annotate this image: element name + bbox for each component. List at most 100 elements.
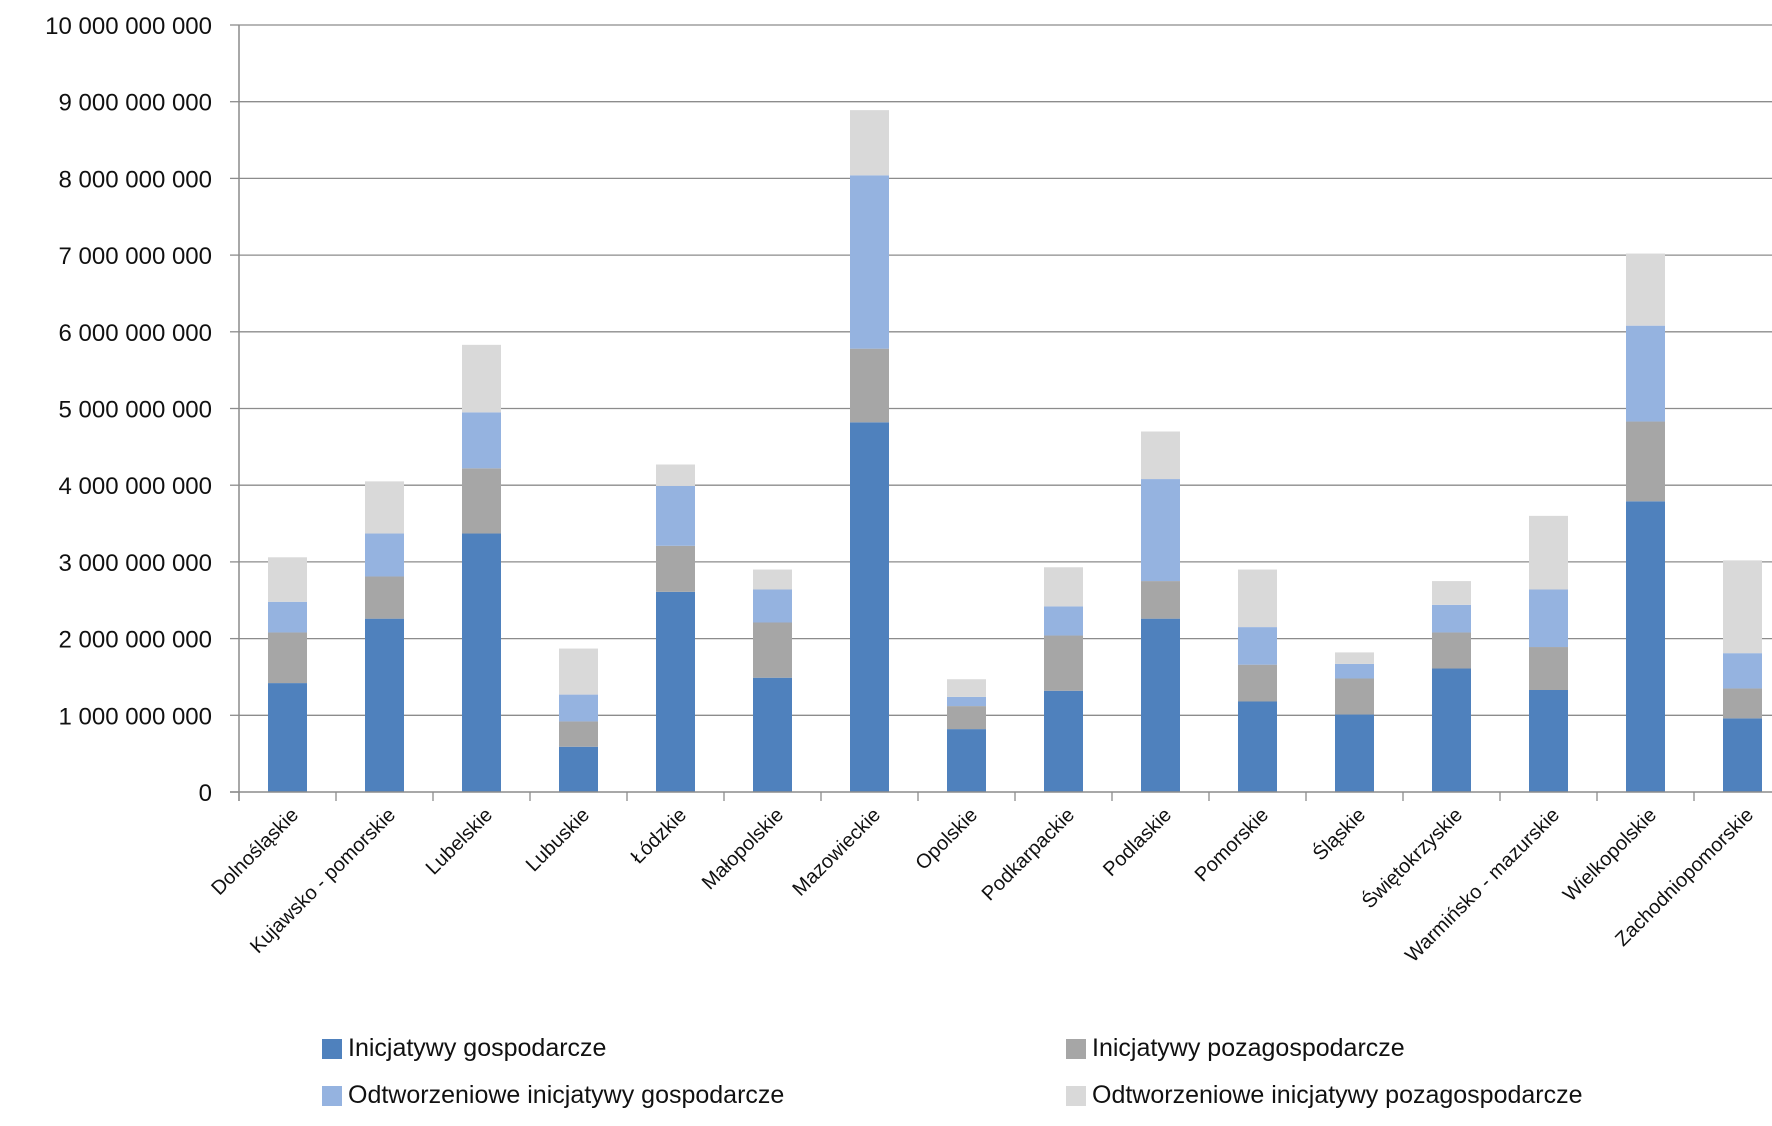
bar-segment [268,683,307,792]
bar-segment [1529,515,1568,590]
bar-segment [1626,421,1665,502]
y-tick-label: 4 000 000 000 [59,473,212,500]
y-tick-label: 3 000 000 000 [59,550,212,577]
y-tick-label: 0 [199,780,212,807]
bar-segment [656,464,695,486]
bar-segment [1044,690,1083,792]
y-axis-tick-labels: 0 1 000 000 000 2 000 000 000 3 000 000 000… [45,13,212,807]
bar-segment [1238,664,1277,702]
legend-item: Odtworzeniowe inicjatywy gospodarcze [322,1081,784,1110]
legend-label: Inicjatywy gospodarcze [348,1034,607,1062]
bar-segment [1432,581,1471,605]
bar-segment [753,589,792,623]
bar-segment [365,618,404,792]
bar-segment [1238,701,1277,792]
bar-segment [1723,688,1762,719]
bar-segment [1335,652,1374,664]
bar-segment [656,545,695,592]
bar-segment [1723,560,1762,654]
bar-segment [947,729,986,792]
bar-segment [559,721,598,747]
y-tick-label: 1 000 000 000 [59,703,212,730]
bar-segment [462,344,501,413]
y-tick-label: 10 000 000 000 [45,13,212,40]
bar-segment [1529,647,1568,690]
bar-segment [850,110,889,176]
bar-segment [753,622,792,678]
bar-segment [1238,569,1277,628]
x-tick-label: Podlaskie [1099,804,1176,881]
x-tick-label: Opolskie [911,804,982,875]
bar-segment [1044,606,1083,636]
bar-segment [1141,479,1180,582]
legend-label: Odtworzeniowe inicjatywy gospodarcze [348,1081,785,1109]
y-tick-label: 8 000 000 000 [59,166,212,193]
bar-segment [268,601,307,633]
bar-segment [1044,635,1083,691]
bar-segment [1626,501,1665,792]
legend-item: Inicjatywy pozagospodarcze [1066,1034,1405,1063]
bar-segment [365,533,404,577]
legend-label: Inicjatywy pozagospodarcze [1092,1034,1405,1062]
y-tick-label: 9 000 000 000 [59,90,212,117]
x-tick-label: Śląskie [1307,803,1370,866]
x-tick-label: Lubelskie [422,804,497,879]
bar-segment [850,348,889,423]
bar-segment [462,412,501,469]
bar-segment [1335,714,1374,792]
bar-segment [1141,581,1180,619]
x-tick-label: Wielkopolskie [1559,804,1661,906]
legend-label: Odtworzeniowe inicjatywy pozagospodarcze [1092,1081,1583,1109]
bar-segment [753,569,792,590]
bar-segment [1432,668,1471,792]
x-tick-label: Małopolskie [698,804,788,894]
bar-segment [1335,678,1374,715]
bar-segment [462,533,501,792]
bar-segment [947,696,986,707]
axes [230,24,1772,801]
bar-segment [850,175,889,349]
x-tick-label: Świętokrzyskie [1357,803,1467,913]
bar-segment [850,422,889,792]
legend-swatch [322,1085,342,1106]
bar-segment [1432,632,1471,669]
y-tick-label: 6 000 000 000 [59,320,212,347]
x-tick-label: Łódzkie [627,804,691,868]
x-tick-label: Lubuskie [522,804,594,876]
legend-swatch [1066,1085,1086,1106]
bar-segment [268,632,307,684]
bar-segment [1141,618,1180,792]
bar-segment [753,677,792,792]
x-tick-label: Pomorskie [1191,804,1273,886]
bar-segment [947,679,986,697]
bar-segment [559,694,598,722]
bar-segment [1044,567,1083,607]
bar-segment [1529,589,1568,648]
bar-segment [1626,325,1665,422]
bar-segment [365,576,404,619]
bar-segment [1529,689,1568,792]
legend-swatch [1066,1038,1086,1059]
bar-segment [1723,653,1762,689]
bar-segment [656,591,695,792]
bar-segment [1723,718,1762,792]
bar-segment [1432,604,1471,633]
bar-segment [365,481,404,534]
y-tick-label: 5 000 000 000 [59,397,212,424]
bars [268,110,1762,792]
x-tick-label: Mazowieckie [789,804,886,901]
bar-segment [1626,253,1665,326]
legend-swatch [322,1038,342,1059]
x-tick-label: Dolnośląskie [207,804,303,900]
y-tick-label: 7 000 000 000 [59,243,212,270]
bar-segment [1238,627,1277,665]
bar-segment [1335,663,1374,679]
bar-segment [559,648,598,695]
bar-segment [462,468,501,534]
bar-segment [559,746,598,792]
bar-segment [947,706,986,730]
x-tick-label: Podkarpackie [978,804,1079,905]
legend-item: Inicjatywy gospodarcze [322,1034,606,1063]
y-tick-label: 2 000 000 000 [59,627,212,654]
